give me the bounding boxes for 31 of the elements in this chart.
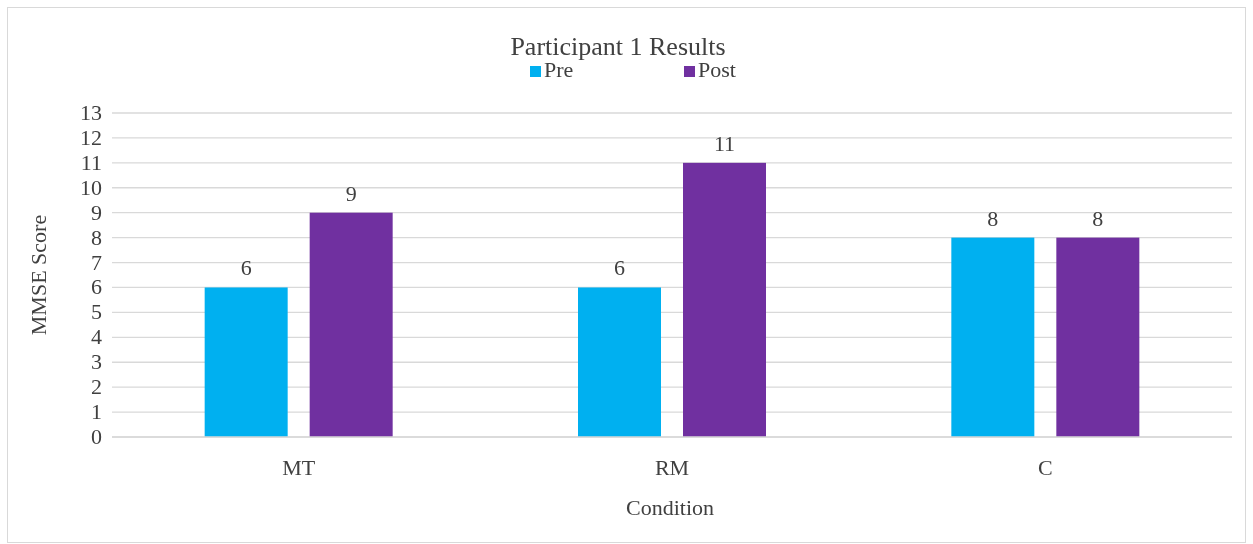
y-tick-label: 12 [80,124,102,150]
y-axis-title: MMSE Score [26,214,51,336]
y-tick-label: 3 [91,349,102,375]
y-tick-label: 11 [80,149,102,175]
bar [578,287,661,437]
bar [1056,237,1140,437]
bar [309,212,393,437]
y-tick-label: 9 [91,199,102,225]
x-axis-title: Condition [625,495,715,520]
y-tick-label: 5 [91,299,102,325]
y-tick-label: 10 [80,174,102,200]
y-tick-label: 7 [91,249,102,275]
x-tick-label: MT [282,455,316,480]
data-label: 9 [345,180,357,206]
y-tick-label: 4 [91,324,102,350]
y-tick-label: 1 [91,399,102,425]
x-tick-label: C [1037,455,1053,480]
data-label: 6 [240,255,252,281]
y-tick-label: 2 [91,374,102,400]
y-tick-label: 6 [91,274,102,300]
bar [683,162,766,437]
data-label: 11 [713,130,736,156]
x-tick-label: RM [654,455,690,480]
data-label: 8 [987,205,999,231]
y-tick-label: 13 [80,100,102,125]
data-label: 8 [1092,205,1104,231]
y-tick-label: 8 [91,224,102,250]
bar [204,287,288,437]
y-tick-label: 0 [91,424,102,449]
data-label: 6 [614,255,625,281]
bar [951,237,1035,437]
